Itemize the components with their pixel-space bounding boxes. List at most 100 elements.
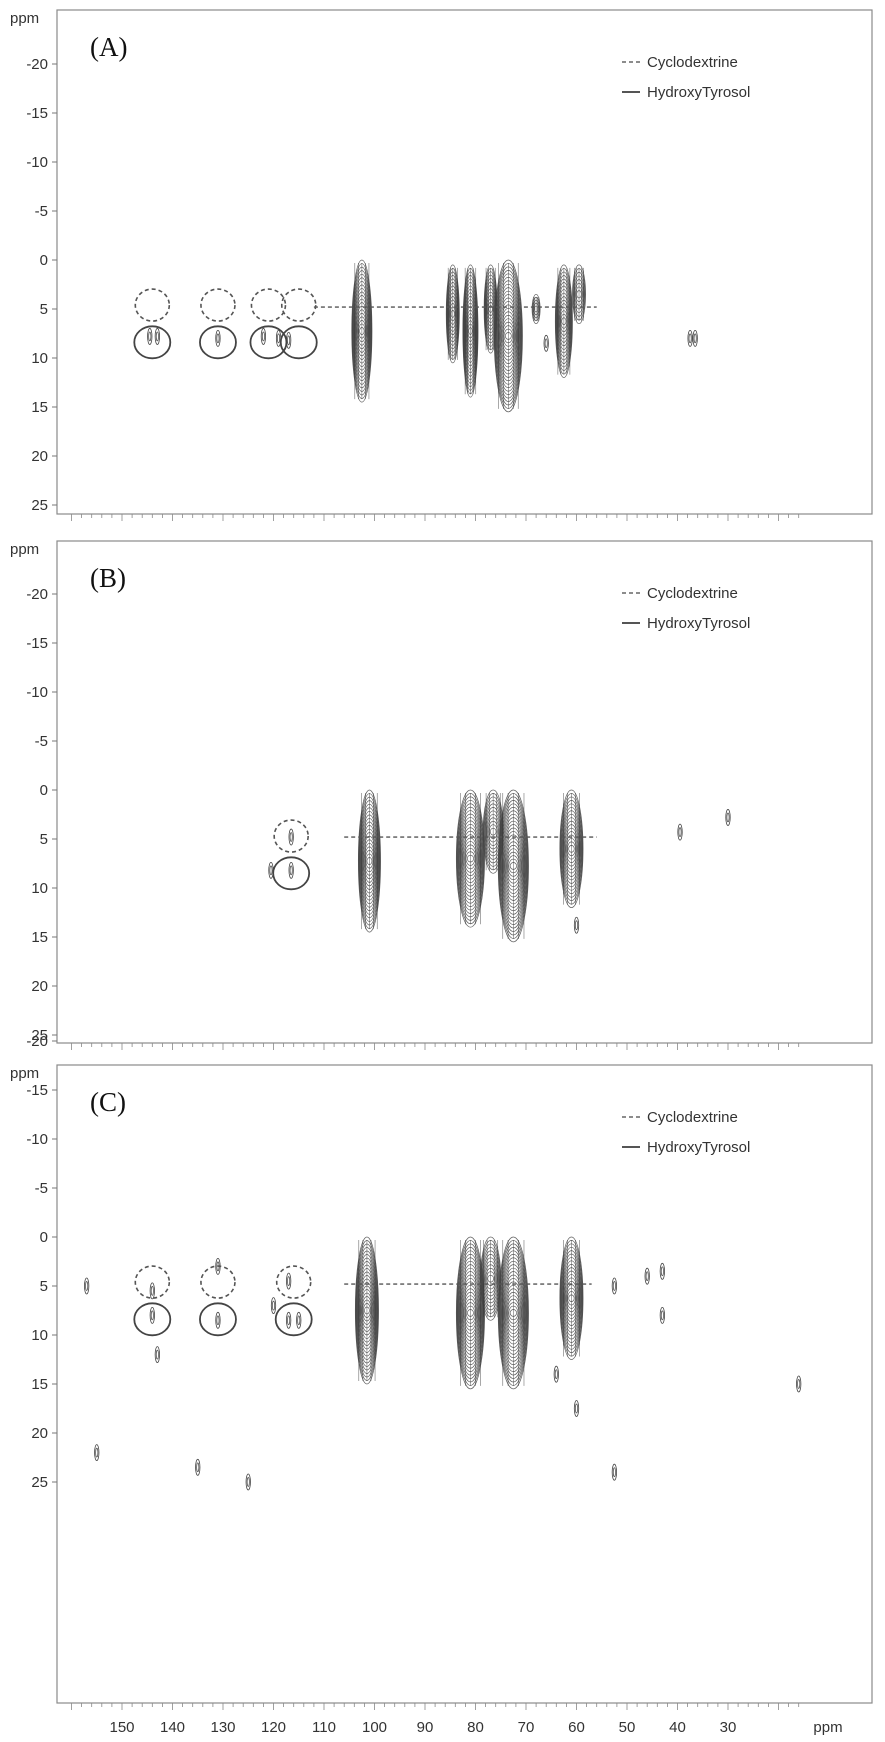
minor-peak	[611, 1277, 617, 1295]
spectrum-panel-b: ppm -20 -15 -10 -5 0 5 10 15 20 25 (B) Cyclodextrine…	[10, 540, 873, 1050]
minor-peak-contour	[726, 812, 730, 823]
minor-peak	[611, 1463, 617, 1481]
minor-peak-contour	[296, 1311, 302, 1329]
y-tick-label: 0	[40, 1229, 48, 1246]
contour-level	[572, 264, 586, 325]
x-tick-label: 60	[568, 1719, 585, 1736]
minor-peak	[288, 861, 294, 879]
minor-peak-contour	[94, 1444, 100, 1461]
y-tick-label: -10	[26, 1131, 48, 1148]
cyclodextrine-circle	[200, 1265, 236, 1299]
y-tick-label: 20	[31, 978, 48, 995]
contour-peak	[462, 264, 479, 398]
x-tick-label: 80	[467, 1719, 484, 1736]
plot-frame	[56, 9, 873, 515]
contour-level	[445, 264, 460, 364]
minor-peak	[796, 1375, 802, 1393]
cyclodextrine-circle	[275, 1265, 312, 1299]
minor-peak-contour	[575, 920, 578, 931]
minor-peak-contour	[544, 338, 548, 349]
plot-frame	[56, 1064, 873, 1704]
y-tick-label: 10	[31, 350, 48, 367]
minor-peak-contour	[286, 1311, 292, 1329]
minor-peak-contour	[554, 1369, 558, 1380]
contour-peak	[572, 264, 586, 325]
y-tick-label: -10	[26, 684, 48, 701]
contour-level	[493, 259, 523, 413]
minor-peak-contour	[277, 333, 280, 344]
minor-peak	[270, 1297, 277, 1314]
minor-peak-contour	[215, 1311, 221, 1329]
contour-level	[531, 293, 541, 325]
y-tick-label: 5	[40, 301, 48, 318]
x-tick-label: 40	[669, 1719, 686, 1736]
minor-peak	[573, 1400, 580, 1417]
spectrum-panel-c: ppm -20 -15 -10 -5 0 5 10 15 20 25 150 140 130 120 110 1…	[10, 1033, 873, 1736]
minor-peak	[147, 328, 153, 345]
minor-peak	[677, 823, 683, 841]
minor-peak-contour	[196, 1462, 200, 1473]
panel-label: (B)	[90, 563, 126, 593]
minor-peak-contour	[270, 1297, 277, 1314]
plot-frame	[56, 540, 873, 1044]
minor-peak-contour	[688, 333, 692, 344]
minor-peak-contour	[297, 1315, 301, 1326]
y-tick-label: -5	[35, 203, 48, 220]
legend-label-cyclodextrine: Cyclodextrine	[647, 1109, 738, 1126]
y-tick-label: -20	[26, 1033, 48, 1050]
panel-label: (A)	[90, 32, 127, 62]
x-tick-label: 130	[210, 1719, 235, 1736]
minor-peak-contour	[612, 1467, 616, 1478]
cyclodextrine-circle	[134, 1265, 171, 1299]
x-tick-label: 120	[261, 1719, 286, 1736]
contour-level	[357, 789, 381, 933]
contour-peak	[497, 1236, 529, 1390]
minor-peak	[215, 1311, 221, 1329]
minor-peak-contour	[693, 333, 697, 344]
minor-peak-contour	[725, 809, 731, 826]
y-tick-label: 5	[40, 1278, 48, 1295]
hydroxytyrosol-circle	[279, 325, 318, 360]
hydroxytyrosol-circle	[274, 1302, 313, 1337]
x-tick-label: 90	[417, 1719, 434, 1736]
minor-peak	[149, 1282, 155, 1300]
y-tick-label: -20	[26, 586, 48, 603]
minor-peak-contour	[149, 1307, 155, 1324]
y-tick-label: -5	[35, 1180, 48, 1197]
minor-peak-contour	[289, 832, 293, 842]
contour-peak	[455, 1236, 485, 1390]
legend-label-hydroxytyrosol: HydroxyTyrosol	[647, 1139, 750, 1156]
minor-peak-contour	[215, 329, 221, 347]
minor-peak	[543, 334, 549, 352]
hydroxytyrosol-circle	[272, 856, 311, 891]
minor-peak	[260, 328, 266, 345]
minor-peak-contour	[573, 916, 580, 934]
contour-level	[532, 296, 541, 322]
minor-peak	[94, 1444, 100, 1461]
y-tick-label: 15	[31, 1376, 48, 1393]
cyclodextrine-circle	[134, 288, 171, 322]
y-tick-label: -20	[26, 56, 48, 73]
minor-peak-contour	[245, 1473, 251, 1491]
minor-peak-contour	[216, 333, 220, 344]
minor-peak-contour	[660, 1310, 664, 1321]
spectrum-panel-a: ppm -20 -15 -10 -5 0 5 10 15 20 25 (A) Cyclodextrine…	[10, 9, 873, 521]
hydroxytyrosol-circle	[199, 325, 237, 360]
minor-peak-contour	[611, 1463, 617, 1481]
y-tick-label: 0	[40, 782, 48, 799]
minor-peak-contour	[150, 1286, 154, 1296]
contour-peak	[497, 789, 529, 943]
y-tick-label: -15	[26, 635, 48, 652]
hydroxytyrosol-circle	[133, 325, 172, 360]
minor-peak-contour	[148, 331, 152, 342]
y-tick-label: 15	[31, 929, 48, 946]
minor-peak-contour	[797, 1379, 801, 1389]
contour-peak	[480, 1236, 502, 1321]
minor-peak-contour	[644, 1267, 650, 1285]
contour-level	[455, 789, 485, 928]
y-tick-label: -15	[26, 105, 48, 122]
minor-peak-contour	[269, 865, 273, 876]
minor-peak	[84, 1277, 90, 1295]
y-axis-unit: ppm	[10, 541, 39, 558]
minor-peak	[154, 1346, 160, 1363]
